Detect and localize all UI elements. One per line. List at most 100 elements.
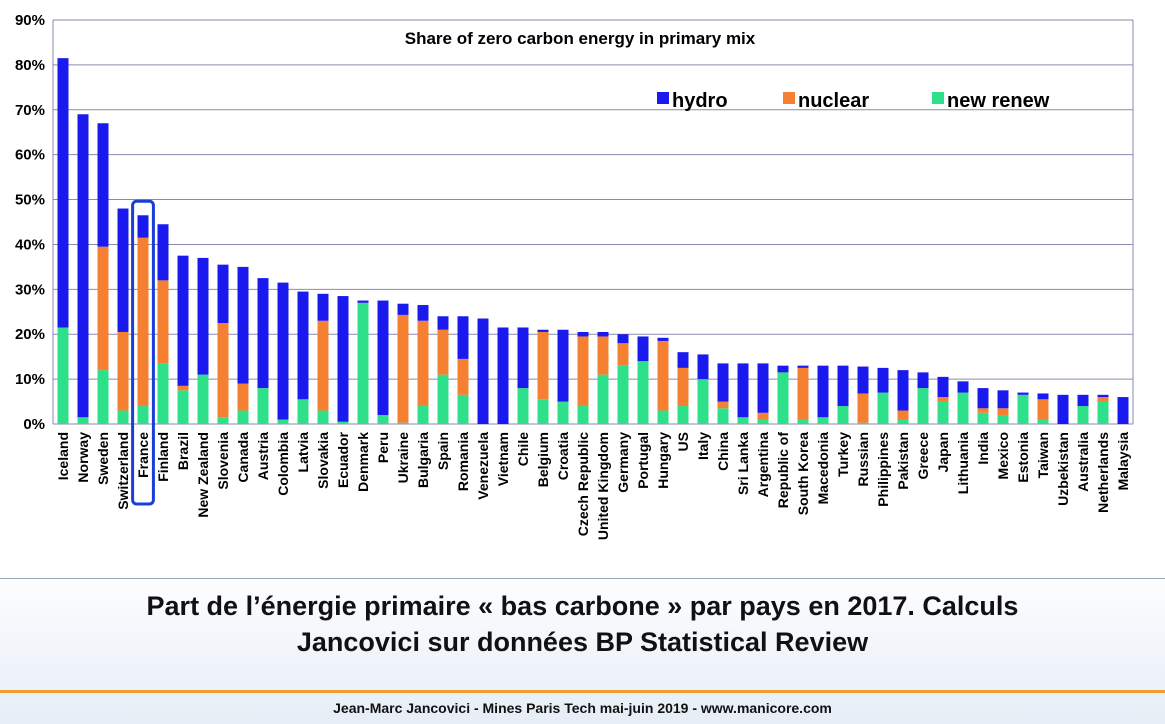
legend-swatch-nuclear xyxy=(783,92,795,104)
legend-swatch-hydro xyxy=(657,92,669,104)
bar-new-renew-argentina xyxy=(757,419,769,424)
bar-nuclear-hungary xyxy=(657,340,669,411)
caption-line-2: Jancovici sur données BP Statistical Rev… xyxy=(296,627,869,657)
bar-new-renew-switzerland xyxy=(117,410,129,424)
bar-new-renew-new-zealand xyxy=(197,374,209,424)
bar-new-renew-portugal xyxy=(637,361,649,424)
bar-new-renew-brazil xyxy=(177,390,189,424)
bar-hydro-portugal xyxy=(637,336,649,362)
x-tick-label-pakistan: Pakistan xyxy=(895,432,911,490)
bar-new-renew-germany xyxy=(617,365,629,424)
bar-new-renew-canada xyxy=(237,410,249,424)
bar-hydro-pakistan xyxy=(897,370,909,411)
bar-hydro-italy xyxy=(697,354,709,380)
grid-lines xyxy=(52,19,1134,425)
bar-hydro-ecuador xyxy=(337,296,349,422)
bar-hydro-switzerland xyxy=(117,208,129,332)
france-highlight-box xyxy=(131,199,155,506)
bar-hydro-czech-republic xyxy=(577,331,589,337)
y-tick-label: 30% xyxy=(15,281,45,298)
bar-new-renew-pakistan xyxy=(897,419,909,424)
x-tick-label-spain: Spain xyxy=(435,432,451,470)
bar-nuclear-finland xyxy=(157,280,169,364)
bar-hydro-colombia xyxy=(277,282,289,420)
y-tick-label: 80% xyxy=(15,57,45,74)
x-tick-label-iceland: Iceland xyxy=(55,432,71,480)
bar-nuclear-canada xyxy=(237,383,249,411)
bar-hydro-latvia xyxy=(297,291,309,400)
bar-nuclear-us xyxy=(677,367,689,407)
bar-new-renew-iceland xyxy=(57,327,69,424)
x-tick-label-portugal: Portugal xyxy=(635,432,651,489)
bar-nuclear-sweden xyxy=(97,246,109,371)
x-tick-label-austria: Austria xyxy=(255,432,271,480)
x-tick-label-japan: Japan xyxy=(935,432,951,472)
bar-hydro-austria xyxy=(257,278,269,389)
bar-hydro-hungary xyxy=(657,337,669,341)
x-tick-label-norway: Norway xyxy=(75,432,91,483)
x-tick-label-taiwan: Taiwan xyxy=(1035,432,1051,478)
bar-nuclear-slovenia xyxy=(217,323,229,418)
bar-hydro-united-kingdom xyxy=(597,331,609,337)
x-tick-label-romania: Romania xyxy=(455,432,471,491)
x-tick-label-colombia: Colombia xyxy=(275,432,291,496)
bar-hydro-belgium xyxy=(537,329,549,332)
bar-hydro-china xyxy=(717,363,729,402)
x-tick-label-italy: Italy xyxy=(695,432,711,460)
bar-hydro-estonia xyxy=(1017,392,1029,395)
bar-new-renew-netherlands xyxy=(1097,401,1109,424)
bar-hydro-norway xyxy=(77,114,89,418)
x-tick-label-canada: Canada xyxy=(235,432,251,483)
bar-nuclear-taiwan xyxy=(1037,399,1049,420)
x-tick-label-sweden: Sweden xyxy=(95,432,111,485)
bar-new-renew-lithuania xyxy=(957,392,969,424)
bar-new-renew-russian xyxy=(857,422,869,424)
bar-nuclear-mexico xyxy=(997,408,1009,416)
footer-divider xyxy=(0,690,1165,693)
stacked-bar-chart: 0% 10% 20% 30% 40% 50% 60% 70% 80% 90% Iceland Nor… xyxy=(15,12,1134,540)
bar-hydro-russian xyxy=(857,366,869,394)
bar-hydro-slovakia xyxy=(317,293,329,321)
bar-hydro-us xyxy=(677,352,689,368)
y-tick-label: 10% xyxy=(15,371,45,388)
x-tick-label-venezuela: Venezuela xyxy=(475,432,491,500)
bar-nuclear-brazil xyxy=(177,385,189,391)
bar-nuclear-japan xyxy=(937,397,949,402)
x-tick-label-uzbekistan: Uzbekistan xyxy=(1055,432,1071,506)
x-tick-label-malaysia: Malaysia xyxy=(1115,432,1131,491)
x-tick-label-south-korea: South Korea xyxy=(795,432,811,515)
legend-label-nuclear: nuclear xyxy=(798,90,869,112)
bar-new-renew-greece xyxy=(917,388,929,424)
x-tick-label-slovakia: Slovakia xyxy=(315,432,331,489)
x-tick-label-switzerland: Switzerland xyxy=(115,432,131,510)
bar-hydro-republic-of xyxy=(777,365,789,373)
x-tick-label-ecuador: Ecuador xyxy=(335,431,351,488)
x-tick-label-united-kingdom: United Kingdom xyxy=(595,432,611,540)
bar-nuclear-south-korea xyxy=(797,367,809,420)
y-tick-label: 60% xyxy=(15,147,45,164)
x-tick-label-republic-of: Republic of xyxy=(775,432,791,509)
x-tick-label-slovenia: Slovenia xyxy=(215,432,231,490)
y-tick-label: 20% xyxy=(15,326,45,343)
bar-new-renew-india xyxy=(977,412,989,424)
bar-nuclear-belgium xyxy=(537,331,549,400)
y-axis-ticks: 0% 10% 20% 30% 40% 50% 60% 70% 80% 90% xyxy=(15,12,45,433)
x-tick-label-lithuania: Lithuania xyxy=(955,432,971,494)
bar-hydro-lithuania xyxy=(957,381,969,393)
x-tick-label-turkey: Turkey xyxy=(835,432,851,477)
bar-hydro-south-korea xyxy=(797,365,809,368)
bar-hydro-brazil xyxy=(177,255,189,386)
x-tick-label-croatia: Croatia xyxy=(555,432,571,480)
bar-new-renew-turkey xyxy=(837,406,849,424)
bar-new-renew-australia xyxy=(1077,406,1089,424)
bar-hydro-australia xyxy=(1077,394,1089,407)
bar-nuclear-spain xyxy=(437,329,449,375)
bar-new-renew-norway xyxy=(77,417,89,424)
x-tick-label-philippines: Philippines xyxy=(875,432,891,507)
bar-nuclear-pakistan xyxy=(897,410,909,420)
bar-hydro-philippines xyxy=(877,367,889,393)
bar-new-renew-austria xyxy=(257,388,269,424)
x-tick-label-germany: Germany xyxy=(615,432,631,493)
bar-new-renew-ukraine xyxy=(397,422,409,424)
bar-hydro-vietnam xyxy=(497,327,509,424)
